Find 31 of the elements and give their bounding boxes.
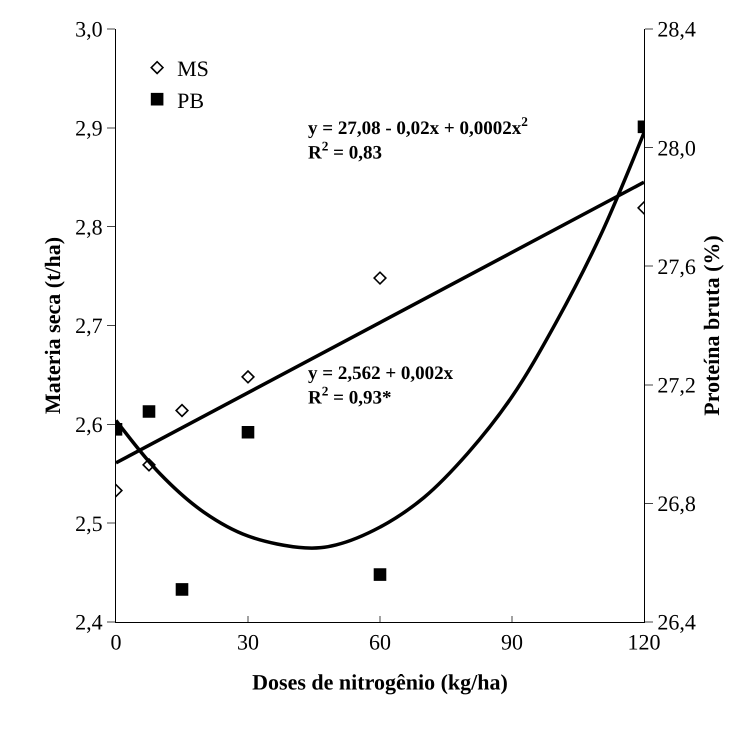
y2-tick-label: 27,6 — [657, 254, 696, 279]
y2-tick-label: 28,0 — [657, 135, 696, 160]
y-axis-title: Materia seca (t/ha) — [40, 236, 65, 414]
point — [176, 583, 188, 596]
y-tick-label: 2,7 — [75, 313, 103, 338]
text: y = 27,08 - 0,02x + 0,0002x$^{2}$ R$^{2}$ = 0,83 — [308, 114, 528, 164]
point — [175, 404, 189, 418]
y2-tick-label: 26,8 — [657, 491, 696, 516]
y-tick-label: 2,9 — [75, 116, 103, 141]
y-tick-label: 3,0 — [75, 16, 103, 42]
y-tick-label: 2,8 — [75, 214, 103, 240]
x-tick-label: 30 — [237, 629, 259, 654]
point — [241, 370, 255, 384]
x-tick-label: 90 — [501, 629, 523, 654]
y2-axis-title: Proteína bruta (%) — [698, 235, 724, 416]
legend-label: PB — [177, 88, 204, 113]
y-tick-label: 2,5 — [75, 510, 103, 536]
x-axis-title: Doses de nitrogênio (kg/ha) — [252, 669, 508, 694]
y-tick-label: 2,4 — [75, 610, 103, 635]
y2-tick-label: 27,2 — [657, 372, 696, 398]
x-tick-label: 60 — [369, 629, 391, 654]
point — [142, 405, 156, 418]
x-tick-label: 0 — [110, 629, 122, 654]
point — [374, 568, 386, 581]
point — [242, 426, 254, 439]
legend-label: MS — [177, 56, 209, 82]
annotation: y = 2,562 + 0,002x R$^{2}$ = 0,93* — [308, 363, 454, 409]
point — [142, 458, 156, 472]
point — [373, 271, 387, 285]
y-tick-label: 2,6 — [75, 412, 103, 438]
y2-tick-label: 28,4 — [657, 16, 696, 42]
